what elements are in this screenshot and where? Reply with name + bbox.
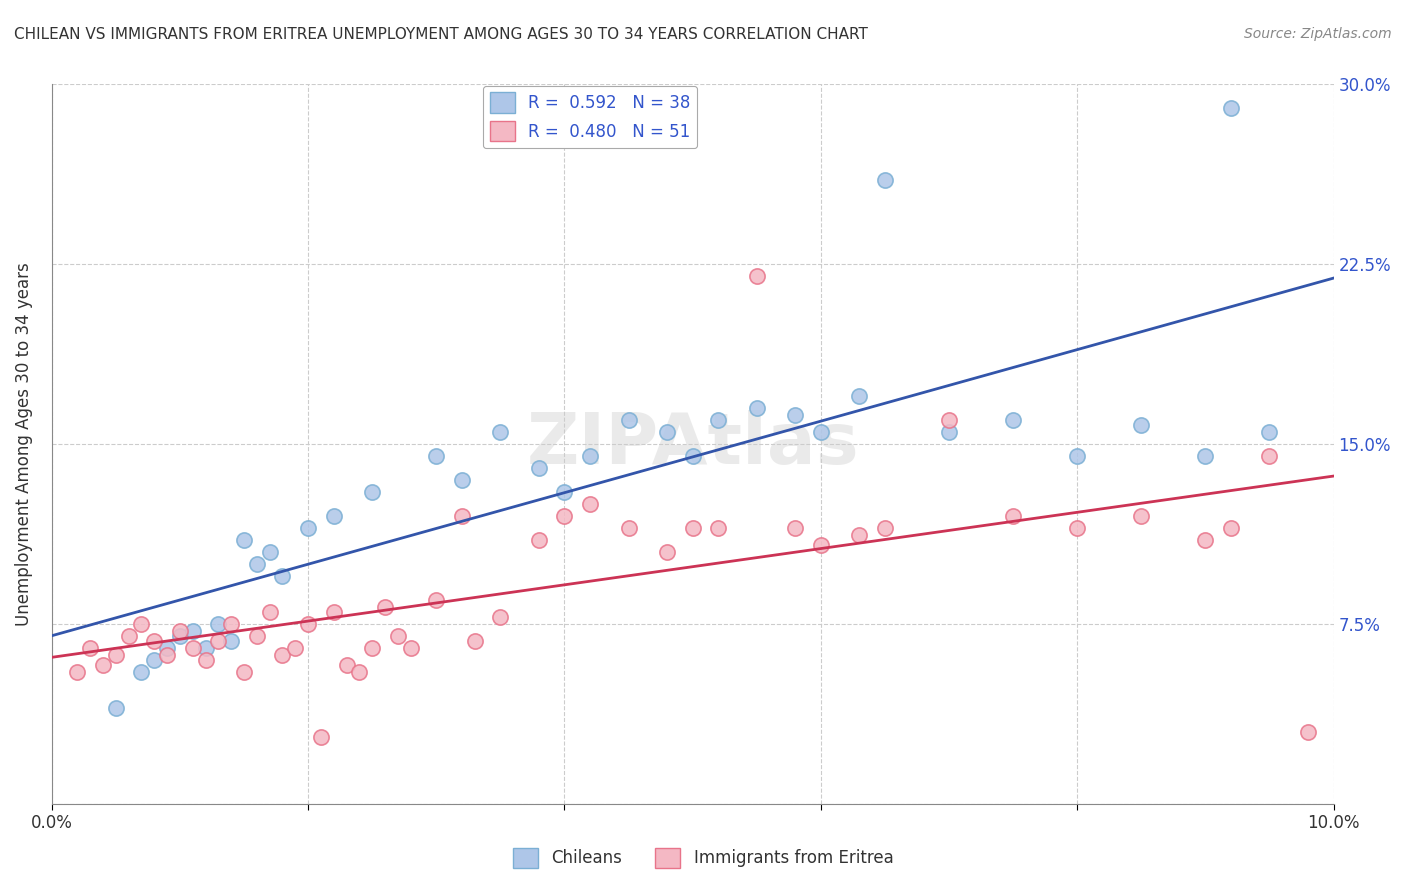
Point: [79, 641, 101, 656]
Point: [655, 545, 678, 559]
Point: [104, 701, 127, 715]
Point: [873, 173, 896, 187]
Point: [425, 593, 447, 607]
Point: [284, 641, 307, 656]
Point: [207, 617, 229, 632]
Point: [361, 485, 384, 500]
Point: [1130, 417, 1153, 432]
Point: [1220, 521, 1243, 535]
Point: [387, 629, 409, 643]
Point: [682, 521, 704, 535]
Point: [1002, 413, 1025, 427]
Text: CHILEAN VS IMMIGRANTS FROM ERITREA UNEMPLOYMENT AMONG AGES 30 TO 34 YEARS CORREL: CHILEAN VS IMMIGRANTS FROM ERITREA UNEMP…: [14, 27, 868, 42]
Point: [425, 449, 447, 463]
Point: [181, 641, 204, 656]
Point: [1066, 521, 1088, 535]
Point: [617, 521, 640, 535]
Point: [297, 521, 319, 535]
Point: [1296, 725, 1319, 739]
Point: [785, 409, 807, 423]
Point: [246, 557, 269, 571]
Point: [143, 633, 166, 648]
Point: [1258, 425, 1281, 440]
Point: [91, 657, 114, 672]
Point: [361, 641, 384, 656]
Point: [489, 425, 512, 440]
Point: [322, 509, 344, 524]
Point: [707, 413, 730, 427]
Point: [399, 641, 422, 656]
Point: [259, 545, 281, 559]
Point: [1220, 102, 1243, 116]
Point: [810, 538, 832, 552]
Point: [156, 648, 179, 663]
Point: [271, 569, 294, 583]
Point: [579, 497, 602, 511]
Point: [464, 633, 486, 648]
Point: [169, 629, 191, 643]
Point: [745, 401, 768, 416]
Point: [194, 653, 217, 667]
Point: [938, 413, 960, 427]
Legend: Chileans, Immigrants from Eritrea: Chileans, Immigrants from Eritrea: [506, 841, 900, 875]
Point: [374, 600, 396, 615]
Legend: R =  0.592   N = 38, R =  0.480   N = 51: R = 0.592 N = 38, R = 0.480 N = 51: [484, 86, 697, 148]
Point: [309, 730, 332, 744]
Point: [553, 485, 575, 500]
Point: [143, 653, 166, 667]
Text: ZIPAtlas: ZIPAtlas: [526, 409, 859, 479]
Point: [682, 449, 704, 463]
Point: [1194, 533, 1216, 548]
Point: [527, 461, 550, 475]
Point: [489, 610, 512, 624]
Point: [1066, 449, 1088, 463]
Point: [1002, 509, 1025, 524]
Point: [655, 425, 678, 440]
Point: [335, 657, 357, 672]
Y-axis label: Unemployment Among Ages 30 to 34 years: Unemployment Among Ages 30 to 34 years: [15, 262, 32, 626]
Point: [848, 389, 870, 403]
Point: [104, 648, 127, 663]
Point: [617, 413, 640, 427]
Point: [118, 629, 141, 643]
Point: [785, 521, 807, 535]
Point: [131, 617, 153, 632]
Point: [233, 533, 256, 548]
Point: [322, 605, 344, 619]
Point: [181, 624, 204, 639]
Point: [579, 449, 602, 463]
Point: [219, 633, 242, 648]
Point: [1130, 509, 1153, 524]
Point: [233, 665, 256, 679]
Point: [1194, 449, 1216, 463]
Point: [451, 473, 474, 487]
Point: [527, 533, 550, 548]
Point: [66, 665, 89, 679]
Point: [194, 641, 217, 656]
Point: [745, 269, 768, 284]
Point: [451, 509, 474, 524]
Point: [259, 605, 281, 619]
Point: [810, 425, 832, 440]
Point: [553, 509, 575, 524]
Point: [297, 617, 319, 632]
Text: Source: ZipAtlas.com: Source: ZipAtlas.com: [1244, 27, 1392, 41]
Point: [271, 648, 294, 663]
Point: [156, 641, 179, 656]
Point: [1258, 449, 1281, 463]
Point: [219, 617, 242, 632]
Point: [873, 521, 896, 535]
Point: [169, 624, 191, 639]
Point: [349, 665, 371, 679]
Point: [848, 528, 870, 542]
Point: [246, 629, 269, 643]
Point: [207, 633, 229, 648]
Point: [131, 665, 153, 679]
Point: [938, 425, 960, 440]
Point: [707, 521, 730, 535]
